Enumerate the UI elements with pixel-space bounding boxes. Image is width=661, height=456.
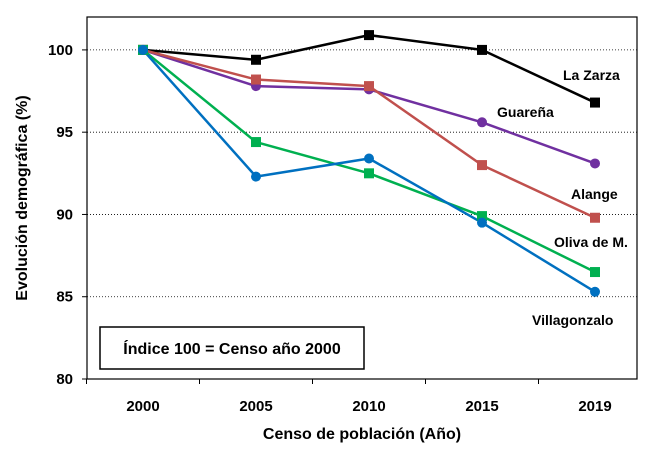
data-point	[251, 137, 261, 148]
data-point	[590, 286, 600, 297]
data-point	[590, 212, 600, 223]
data-point	[477, 217, 487, 228]
series-label: Guareña	[497, 104, 554, 120]
data-point	[477, 117, 487, 128]
data-point	[138, 44, 148, 55]
y-tick-label: 90	[56, 206, 73, 223]
x-tick-label: 2000	[126, 398, 159, 415]
series-label: Oliva de M.	[554, 234, 628, 250]
data-point	[477, 44, 487, 55]
data-point	[251, 171, 261, 182]
y-tick-label: 95	[56, 124, 73, 141]
data-point	[590, 158, 600, 169]
series-label: Villagonzalo	[532, 312, 613, 328]
x-tick-label: 2010	[352, 398, 385, 415]
data-point	[251, 74, 261, 85]
data-point	[251, 54, 261, 65]
data-point	[364, 30, 374, 41]
data-point	[364, 153, 374, 164]
data-point	[477, 211, 487, 222]
series-label: La Zarza	[563, 67, 620, 83]
plot-area	[86, 16, 638, 380]
y-axis-title: Evolución demográfica (%)	[14, 95, 31, 300]
series-labels: La Zarza Guareña Alange Oliva de M. Villagon…	[497, 67, 628, 328]
y-tick-label: 85	[56, 289, 73, 306]
data-point	[364, 81, 374, 92]
y-axis: 80 85 90 95 100	[48, 42, 87, 388]
y-tick-label: 100	[48, 42, 73, 59]
x-axis: 2000 2005 2010 2015 2019	[86, 379, 612, 415]
x-tick-label: 2015	[465, 398, 498, 415]
x-axis-title: Censo de población (Año)	[263, 426, 461, 443]
annotation-box: Índice 100 = Censo año 2000	[99, 326, 365, 370]
series-markers	[138, 30, 600, 297]
series-label: Alange	[571, 186, 618, 202]
series-line	[142, 48, 596, 219]
x-tick-label: 2005	[239, 398, 272, 415]
data-point	[477, 160, 487, 171]
annotation-text: Índice 100 = Censo año 2000	[123, 339, 341, 358]
y-tick-label: 80	[56, 371, 73, 388]
data-point	[590, 267, 600, 278]
x-tick-label: 2019	[578, 398, 611, 415]
data-point	[364, 168, 374, 179]
data-point	[590, 97, 600, 108]
